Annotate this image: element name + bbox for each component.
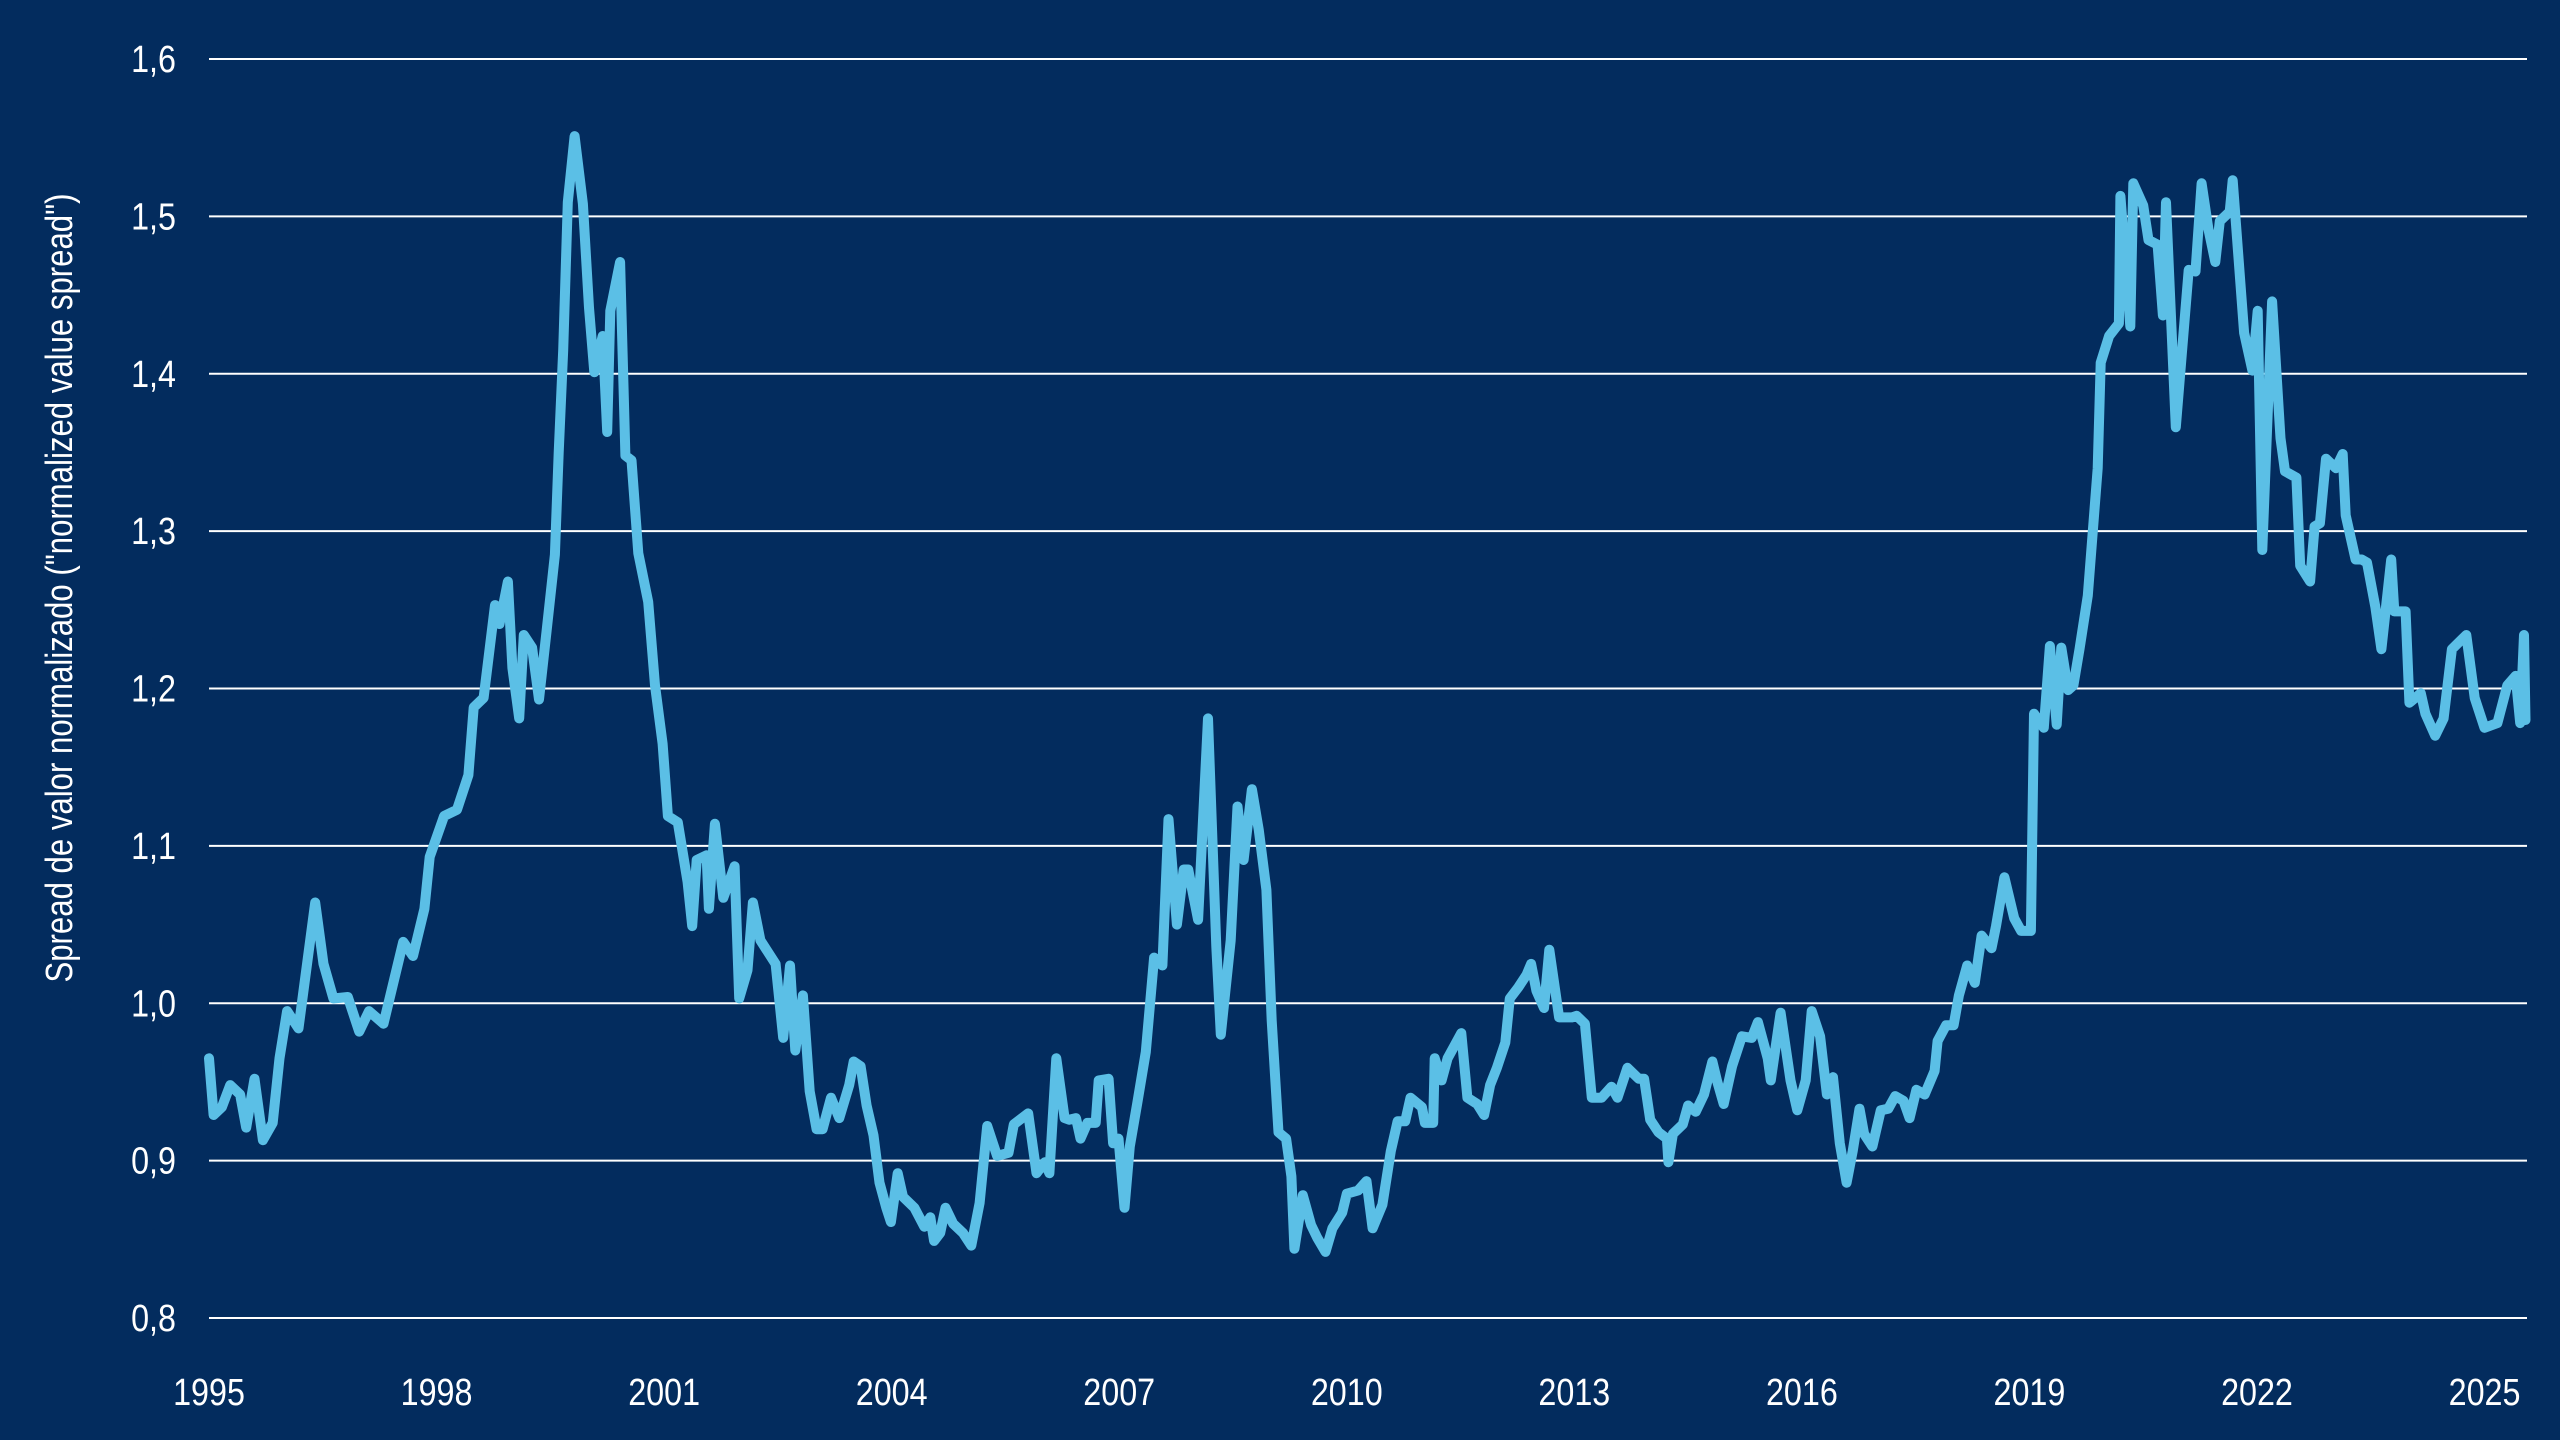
x-tick-label: 2004 <box>856 1372 928 1414</box>
y-tick-label: 0,8 <box>131 1298 176 1340</box>
x-tick-label: 2001 <box>628 1372 700 1414</box>
y-axis-tick-labels: 0,8 0,9 1,0 1,1 1,2 1,3 1,4 1,5 1,6 <box>131 39 176 1340</box>
x-tick-label: 2022 <box>2221 1372 2293 1414</box>
y-tick-label: 1,0 <box>131 983 176 1025</box>
x-tick-label: 2007 <box>1083 1372 1155 1414</box>
x-tick-label: 2016 <box>1766 1372 1838 1414</box>
y-tick-label: 1,2 <box>131 668 176 710</box>
x-tick-label: 1995 <box>173 1372 245 1414</box>
x-tick-label: 2019 <box>1994 1372 2066 1414</box>
x-tick-label: 2025 <box>2449 1372 2521 1414</box>
y-tick-label: 1,1 <box>131 825 176 867</box>
x-axis-tick-labels: 1995 1998 2001 2004 2007 2010 2013 2016 2019 2022… <box>173 1372 2520 1414</box>
gridlines <box>209 58 2527 1319</box>
series-line-normalized-value-spread <box>204 131 2531 1257</box>
x-tick-label: 1998 <box>401 1372 473 1414</box>
y-tick-label: 1,5 <box>131 196 176 238</box>
y-tick-label: 0,9 <box>131 1140 176 1182</box>
y-tick-label: 1,6 <box>131 39 176 81</box>
y-tick-label: 1,3 <box>131 511 176 553</box>
y-tick-label: 1,4 <box>131 353 176 395</box>
x-tick-label: 2010 <box>1311 1372 1383 1414</box>
x-tick-label: 2013 <box>1538 1372 1610 1414</box>
y-axis-title: Spread de valor normalizado ("normalized… <box>39 193 81 982</box>
